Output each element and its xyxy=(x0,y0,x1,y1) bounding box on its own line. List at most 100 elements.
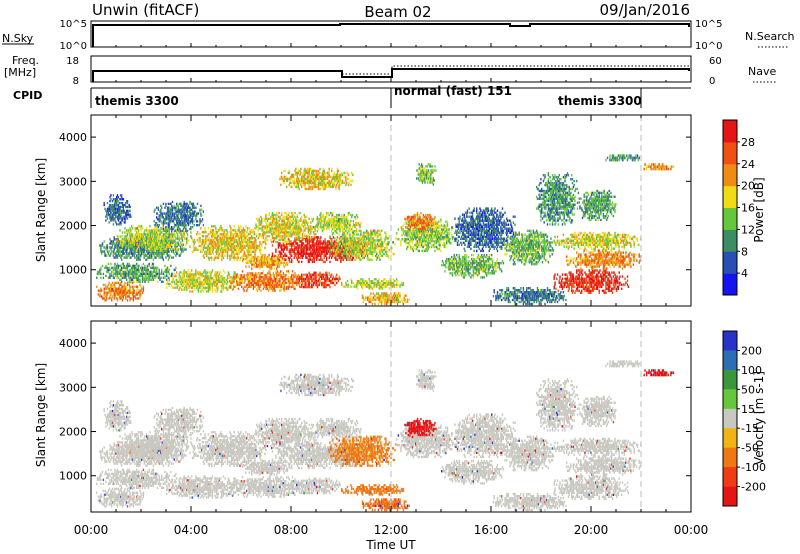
power-cell xyxy=(183,220,185,223)
power-cell xyxy=(175,278,177,282)
power-cell xyxy=(326,283,329,287)
power-cell xyxy=(205,238,207,242)
power-cell xyxy=(172,241,175,244)
power-cell xyxy=(122,215,125,218)
power-cell xyxy=(111,283,113,286)
power-cell xyxy=(324,246,326,249)
power-cell xyxy=(257,285,260,288)
power-cell xyxy=(315,236,317,239)
power-cell xyxy=(264,257,266,260)
power-cell xyxy=(184,202,186,205)
power-cell xyxy=(273,255,275,259)
power-cell xyxy=(274,257,276,260)
power-cell xyxy=(139,258,141,261)
power-cell xyxy=(241,242,243,246)
power-cell xyxy=(226,240,229,244)
power-cell xyxy=(340,246,342,249)
power-cell xyxy=(289,227,291,230)
power-cell xyxy=(286,227,289,230)
power-cell xyxy=(296,223,299,226)
power-cell xyxy=(146,276,149,279)
power-cell xyxy=(221,248,223,252)
power-cell xyxy=(284,238,286,242)
power-cell xyxy=(261,233,264,236)
power-cell xyxy=(131,245,134,248)
power-cell xyxy=(210,271,212,274)
power-cell xyxy=(291,277,294,281)
power-cell xyxy=(167,241,170,244)
power-cell xyxy=(200,244,202,248)
power-cell xyxy=(316,240,318,243)
power-cell xyxy=(137,280,140,283)
power-cell xyxy=(286,263,288,266)
power-cell xyxy=(117,205,120,209)
power-cell xyxy=(257,246,260,250)
power-cell xyxy=(202,210,205,213)
power-cell xyxy=(182,280,185,284)
power-cell xyxy=(128,262,130,266)
power-cell xyxy=(238,246,240,250)
power-cell xyxy=(124,239,126,242)
power-cell xyxy=(168,220,170,223)
power-cell xyxy=(301,223,303,226)
power-cell xyxy=(296,233,298,236)
power-cell xyxy=(120,235,122,238)
power-cell xyxy=(122,291,125,294)
cpid-segment-2: normal (fast) 151 xyxy=(394,84,512,98)
power-cell xyxy=(204,246,206,250)
power-cell xyxy=(241,285,243,288)
power-cell xyxy=(196,224,199,227)
power-cell xyxy=(127,231,130,234)
power-cell xyxy=(271,225,273,228)
power-cell xyxy=(298,260,300,264)
power-cell xyxy=(297,236,300,239)
power-cell xyxy=(337,252,340,255)
power-cell xyxy=(142,235,145,238)
power-cell xyxy=(206,252,209,255)
power-cell xyxy=(308,254,310,257)
power-cell xyxy=(279,225,281,228)
power-cell xyxy=(171,216,173,219)
power-cell xyxy=(304,252,306,255)
power-cell xyxy=(240,276,242,279)
power-cell xyxy=(121,272,123,276)
power-cell xyxy=(188,282,190,286)
power-cell xyxy=(189,277,191,280)
power-cell xyxy=(121,235,124,238)
power-cell xyxy=(226,244,228,248)
power-cell xyxy=(219,246,221,250)
power-cell xyxy=(242,287,245,290)
power-cell xyxy=(311,285,313,289)
power-cell xyxy=(143,231,145,234)
power-cell xyxy=(116,207,119,210)
power-cell xyxy=(146,250,148,253)
power-cell xyxy=(207,277,210,280)
power-cell xyxy=(230,233,232,236)
power-cell xyxy=(215,280,217,284)
power-cell xyxy=(108,254,110,257)
power-cell xyxy=(296,244,299,247)
power-cell xyxy=(147,235,150,238)
power-cell xyxy=(231,236,233,240)
power-cell xyxy=(312,283,315,287)
power-cell xyxy=(332,275,335,278)
power-cell xyxy=(248,285,250,288)
power-cell xyxy=(306,256,308,259)
power-cell xyxy=(183,202,185,205)
power-cell xyxy=(149,225,151,228)
power-cell xyxy=(236,258,239,261)
power-cell xyxy=(122,287,125,290)
power-cell xyxy=(180,212,182,215)
power-cell xyxy=(316,256,318,259)
power-cell xyxy=(162,216,165,219)
power-cell xyxy=(128,239,130,242)
power-cell xyxy=(130,229,132,232)
power-cell xyxy=(267,289,270,292)
power-cell xyxy=(137,231,140,234)
power-cell xyxy=(189,212,191,215)
power-cell xyxy=(117,207,120,210)
power-cell xyxy=(118,207,120,210)
power-cell xyxy=(220,271,222,274)
power-cell xyxy=(126,229,128,232)
power-cell xyxy=(155,241,157,244)
